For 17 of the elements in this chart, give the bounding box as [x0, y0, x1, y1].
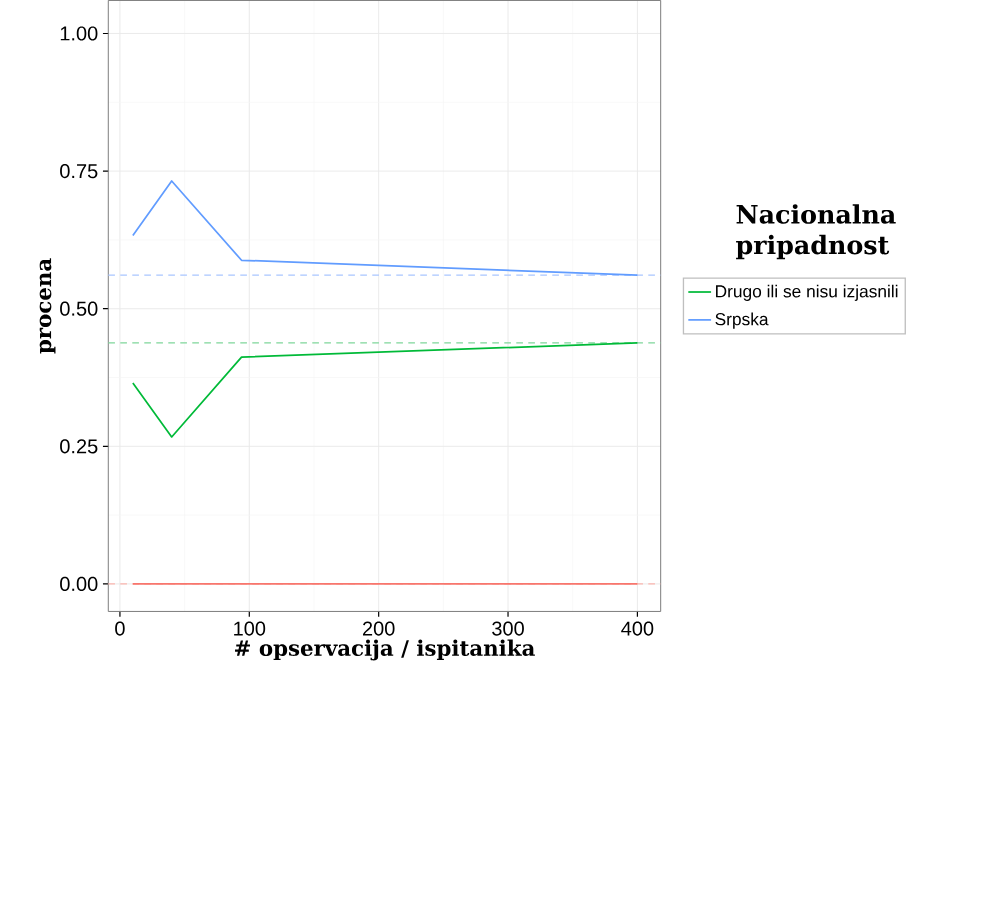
legend-title: Nacionalna pripadnost	[736, 204, 896, 260]
y-tick-label: 0.00	[60, 577, 98, 592]
line-series	[132, 180, 639, 277]
x-tick-label: 0	[115, 621, 125, 636]
x-tick-label: 100	[234, 621, 266, 636]
y-tick-label: 0.75	[60, 164, 98, 179]
y-tick-label: 1.00	[60, 26, 98, 41]
x-tick-label: 300	[492, 621, 524, 636]
x-tick-label: 200	[362, 621, 395, 636]
y-tick-label: 0.50	[60, 301, 98, 316]
y-axis-title: procena	[39, 258, 56, 354]
x-tick-label: 400	[621, 621, 654, 636]
legend-label: Drugo ili se nisu izjasnili	[716, 284, 898, 302]
x-axis-title: # opservacija / ispitanika	[235, 639, 535, 661]
legend-label: Srpska	[715, 312, 769, 329]
y-tick-label: 0.25	[60, 439, 98, 454]
line-series	[132, 342, 639, 439]
